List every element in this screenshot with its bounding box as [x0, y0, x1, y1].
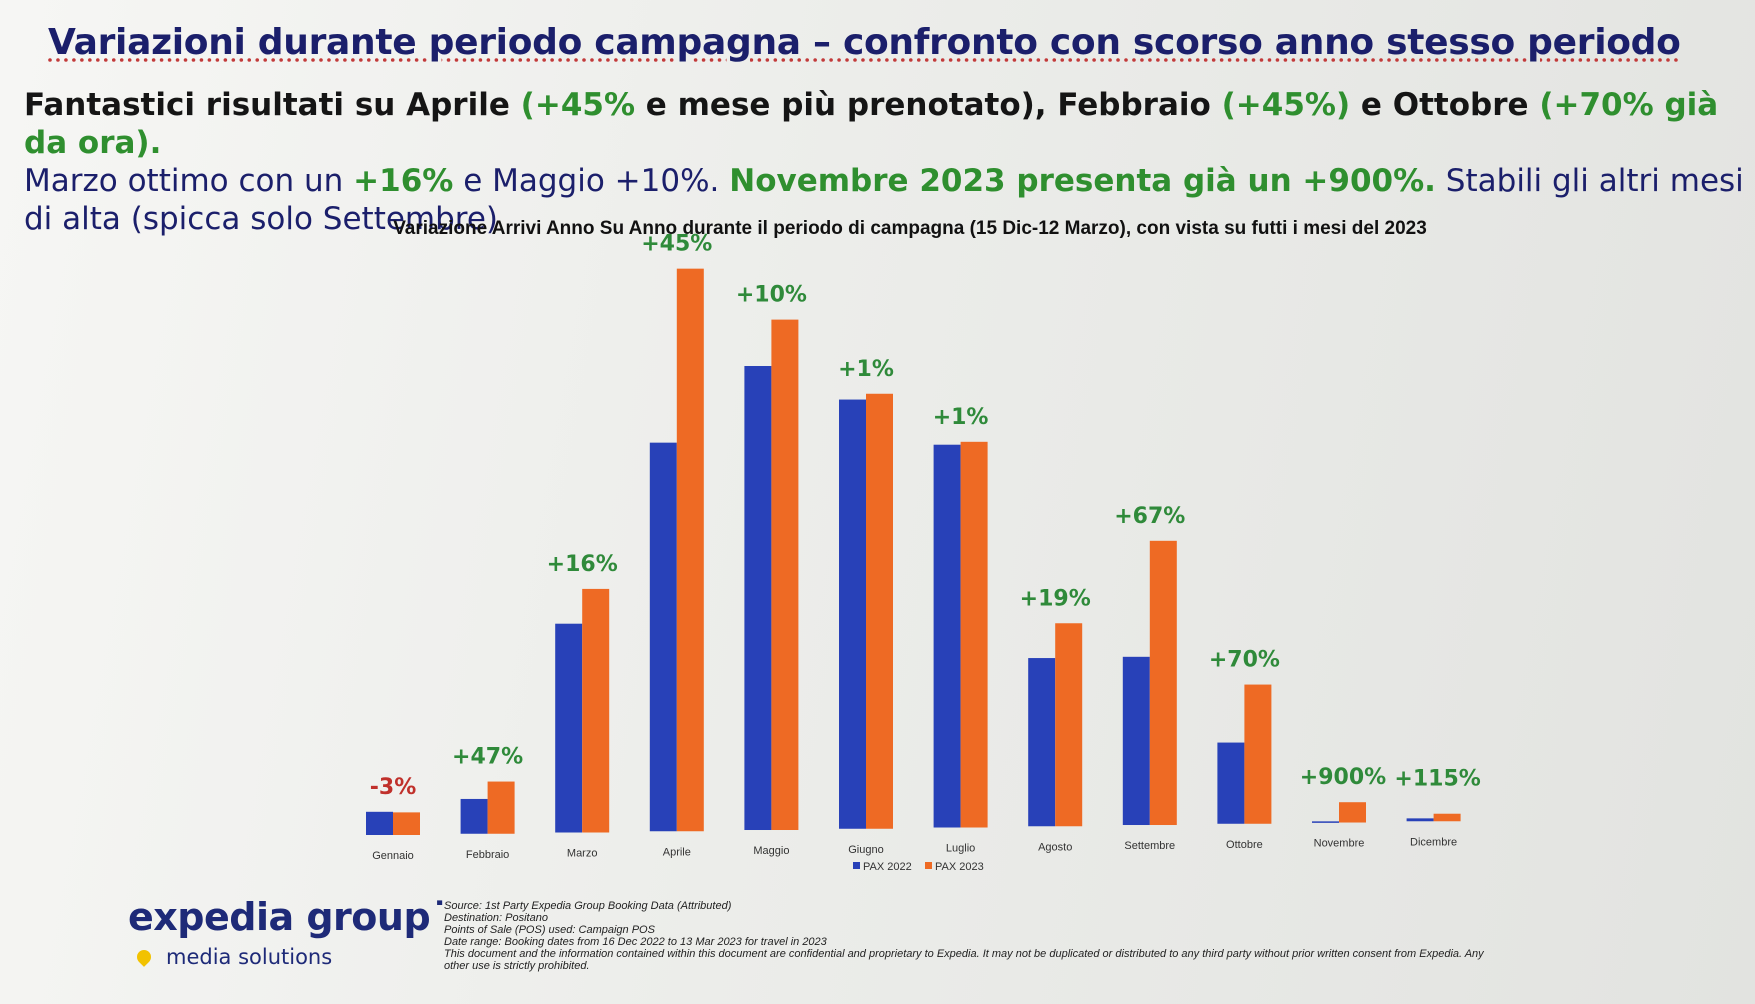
bar-settembre-pax-2023 [1149, 540, 1177, 826]
x-tick-label: Ottobre [1226, 839, 1263, 851]
bar-febbraio-pax-2022 [460, 798, 488, 834]
chart-title: Variazione Arrivi Anno Su Anno durante i… [393, 218, 1427, 239]
x-tick-label: Novembre [1314, 838, 1365, 850]
data-label: +67% [1114, 504, 1185, 529]
bar-novembre-pax-2022 [1312, 821, 1339, 823]
logo-text: expedia group [128, 895, 431, 939]
slide-title: Variazioni durante periodo campagna – co… [48, 22, 1681, 63]
data-label: +10% [736, 283, 807, 308]
x-tick-label: Marzo [567, 848, 598, 860]
x-tick-label: Aprile [663, 846, 691, 858]
legend-label: PAX 2022 [863, 861, 912, 873]
subtitle-text: Ottobre [1392, 87, 1529, 123]
bar-aprile-pax-2022 [649, 442, 677, 832]
slide-subtitle: Fantastici risultati su Aprile (+45% e m… [24, 86, 1744, 238]
bar-marzo-pax-2023 [582, 588, 610, 833]
legend-label: PAX 2023 [935, 861, 984, 873]
bar-agosto-pax-2023 [1055, 623, 1083, 827]
bar-luglio-pax-2022 [933, 444, 961, 828]
source-line: other use is strictly prohibited. [444, 960, 590, 972]
bar-dicembre-pax-2023 [1433, 813, 1461, 822]
bar-maggio-pax-2023 [771, 319, 799, 831]
source-line: This document and the information contai… [444, 948, 1484, 960]
source-line: Destination: Positano [444, 912, 548, 924]
subtitle-highlight: (+45%) [1221, 87, 1351, 123]
subtitle-text: e [1350, 87, 1393, 123]
subtitle-highlight: (+70% già da ora). [24, 87, 1719, 161]
bar-febbraio-pax-2023 [487, 781, 515, 834]
subtitle-text: Stabili gli altri mesi di alta (spicca s… [24, 163, 1744, 237]
bar-ottobre-pax-2022 [1217, 742, 1245, 824]
bar-giugno-pax-2023 [866, 393, 893, 829]
data-label: -3% [370, 775, 416, 800]
subtitle-highlight: (+45% [520, 87, 636, 123]
subtitle-text: Fantastici risultati su Aprile [24, 87, 521, 123]
data-label: +115% [1394, 766, 1480, 791]
data-label: +900% [1300, 765, 1386, 790]
x-tick-label: Gennaio [372, 850, 414, 862]
bar-giugno-pax-2022 [839, 399, 866, 829]
legend-swatch-2 [925, 862, 932, 869]
subtitle-text: e mese più prenotato), Febbraio [635, 87, 1222, 123]
bar-dicembre-pax-2022 [1406, 818, 1434, 822]
data-label: +1% [933, 405, 989, 430]
data-label: +45% [641, 232, 712, 257]
legend-swatch-1 [853, 862, 860, 869]
logo-subtitle: media solutions [166, 945, 333, 969]
data-label: +19% [1020, 586, 1091, 611]
data-label: +47% [452, 745, 523, 770]
subtitle-text: Marzo ottimo con un [24, 163, 354, 199]
source-line: Date range: Booking dates from 16 Dec 20… [444, 936, 827, 948]
bar-aprile-pax-2023 [676, 268, 704, 832]
data-label: +16% [547, 552, 618, 577]
x-tick-label: Giugno [848, 844, 883, 856]
bar-marzo-pax-2022 [555, 623, 583, 833]
subtitle-highlight: +16% [353, 163, 454, 199]
x-tick-label: Luglio [946, 843, 975, 855]
source-line: Source: 1st Party Expedia Group Booking … [444, 900, 732, 912]
expedia-group-logo: expedia group˙ [128, 895, 449, 939]
bar-luglio-pax-2023 [960, 441, 988, 828]
subtitle-text: e Maggio +10%. [453, 163, 730, 199]
x-tick-label: Dicembre [1410, 836, 1457, 848]
data-label: +1% [838, 357, 894, 382]
bar-settembre-pax-2022 [1122, 656, 1150, 826]
source-line: Points of Sale (POS) used: Campaign POS [444, 924, 655, 936]
bar-ottobre-pax-2023 [1244, 684, 1272, 824]
logo-mark: ˙ [430, 895, 449, 939]
x-tick-label: Agosto [1038, 841, 1072, 853]
x-tick-label: Settembre [1124, 840, 1175, 852]
subtitle-highlight: Novembre 2023 presenta già un +900%. [729, 163, 1436, 199]
bar-novembre-pax-2023 [1339, 802, 1366, 823]
x-tick-label: Maggio [753, 845, 789, 857]
bar-gennaio-pax-2022 [366, 811, 393, 835]
data-label: +70% [1209, 648, 1280, 673]
bar-agosto-pax-2022 [1028, 658, 1056, 827]
bar-gennaio-pax-2023 [393, 812, 420, 835]
bar-maggio-pax-2022 [744, 366, 772, 831]
source-notes: Source: 1st Party Expedia Group Booking … [444, 900, 1594, 972]
x-tick-label: Febbraio [466, 849, 509, 861]
